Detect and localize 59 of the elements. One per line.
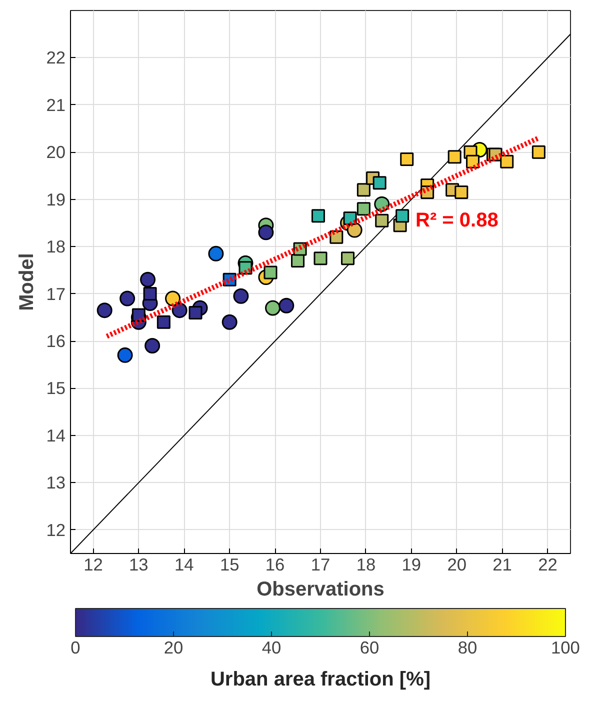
point: [117, 347, 133, 363]
point: [448, 150, 462, 164]
color-bar-label: 60: [360, 638, 380, 658]
color-bar-label: 100: [551, 638, 580, 658]
x-tick-label: 15: [220, 554, 240, 574]
point: [356, 202, 370, 216]
x-tick-label: 20: [447, 554, 467, 574]
y-tick-label: 22: [46, 48, 66, 68]
point: [356, 183, 370, 197]
y-tick-label: 13: [46, 472, 66, 493]
point: [314, 252, 328, 266]
y-tick-label: 17: [46, 284, 66, 304]
x-tick-label: 16: [265, 554, 285, 574]
point: [264, 266, 278, 280]
x-tick-label: 14: [174, 554, 194, 574]
y-tick-label: 19: [46, 189, 66, 210]
x-tick-label: 12: [84, 554, 103, 574]
point: [454, 186, 468, 200]
x-tick-label: 21: [492, 554, 512, 574]
point: [278, 298, 294, 314]
color-bar-title: Urban area fraction [%]: [210, 668, 431, 690]
x-tick-label: 22: [538, 554, 558, 574]
y-tick-label: 21: [46, 94, 66, 115]
point: [144, 338, 160, 354]
point: [120, 290, 136, 306]
point: [400, 152, 414, 166]
y-tick-label: 16: [46, 331, 66, 352]
x-axis-title: Observations: [256, 578, 384, 600]
x-tick-label: 19: [402, 554, 422, 574]
y-tick-label: 12: [46, 520, 66, 540]
y-tick-label: 20: [46, 142, 66, 162]
point: [532, 145, 546, 159]
y-tick-label: 15: [46, 378, 66, 398]
point: [265, 300, 281, 316]
color-bar-label: 40: [262, 638, 282, 658]
color-bar-label: 80: [458, 638, 478, 658]
point: [375, 214, 389, 228]
point: [291, 254, 305, 268]
annotation: R² = 0.88: [416, 210, 498, 232]
point: [208, 246, 224, 262]
point: [341, 252, 355, 266]
color-bar-label: 0: [70, 638, 80, 658]
point: [372, 176, 386, 190]
point: [258, 224, 274, 240]
x-tick-label: 17: [310, 554, 330, 574]
point: [172, 302, 188, 318]
y-axis-title: Model: [16, 253, 38, 311]
y-tick-label: 14: [46, 425, 66, 446]
point: [96, 302, 112, 318]
point: [140, 272, 156, 288]
point: [311, 209, 325, 223]
point: [233, 288, 249, 304]
y-tick-label: 18: [46, 236, 66, 257]
color-bar-label: 20: [164, 638, 184, 658]
x-tick-label: 13: [129, 554, 148, 574]
point: [222, 314, 238, 330]
x-tick-label: 18: [356, 554, 376, 574]
point: [396, 209, 410, 223]
point: [500, 154, 514, 168]
